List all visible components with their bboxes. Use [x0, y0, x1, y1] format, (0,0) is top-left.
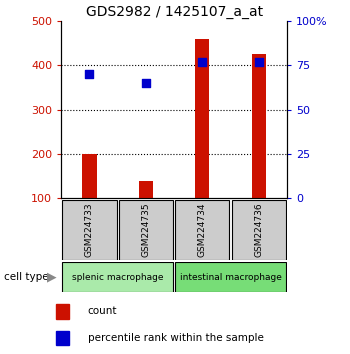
Point [143, 80, 149, 86]
Bar [195, 39, 209, 198]
Point [199, 59, 205, 65]
Text: percentile rank within the sample: percentile rank within the sample [88, 333, 264, 343]
Bar [62, 200, 117, 260]
Text: cell type: cell type [4, 272, 48, 282]
Bar [175, 262, 286, 292]
Text: splenic macrophage: splenic macrophage [72, 273, 163, 281]
Bar [252, 55, 266, 198]
Bar [56, 304, 69, 319]
Point [256, 59, 261, 65]
Text: intestinal macrophage: intestinal macrophage [180, 273, 281, 281]
Text: ▶: ▶ [47, 270, 57, 284]
Text: GSM224733: GSM224733 [85, 203, 94, 257]
Bar [232, 200, 286, 260]
Text: GSM224736: GSM224736 [254, 203, 263, 257]
Text: count: count [88, 307, 117, 316]
Bar [82, 154, 97, 198]
Bar [139, 181, 153, 198]
Title: GDS2982 / 1425107_a_at: GDS2982 / 1425107_a_at [85, 5, 263, 19]
Bar [175, 200, 230, 260]
Text: GSM224735: GSM224735 [141, 203, 150, 257]
Bar [62, 262, 173, 292]
Bar [119, 200, 173, 260]
Point [87, 72, 92, 77]
Text: GSM224734: GSM224734 [198, 203, 207, 257]
Bar [56, 331, 69, 346]
